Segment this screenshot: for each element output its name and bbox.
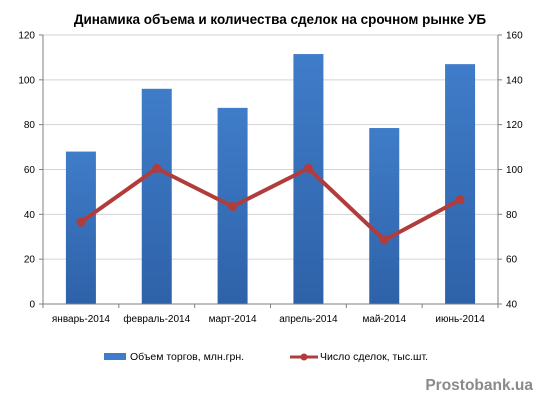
right-tick-label: 160 [506, 31, 523, 42]
legend-bar-label: Объем торгов, млн.грн. [130, 351, 244, 363]
right-axis-ticks: 40 60 80 100 120 140 160 [506, 31, 523, 311]
x-tick-label: январь-2014 [52, 314, 110, 325]
chart-title: Динамика объема и количества сделок на с… [74, 12, 487, 27]
left-tick-label: 40 [24, 210, 36, 221]
line-point [455, 195, 465, 205]
bar [65, 151, 96, 304]
x-axis-ticks: январь-2014 февраль-2014 март-2014 апрель-2… [52, 313, 485, 325]
x-tick-label: июнь-2014 [435, 314, 485, 325]
left-tick-label: 60 [24, 165, 36, 176]
left-tick-label: 20 [24, 255, 36, 266]
left-axis-ticks: 0 20 40 60 80 100 120 [18, 31, 35, 311]
line-series [76, 163, 465, 245]
right-tick-label: 80 [506, 210, 518, 221]
right-tick-label: 120 [506, 120, 523, 131]
line-point [228, 201, 238, 211]
series-line [79, 166, 462, 243]
legend: Объем торгов, млн.грн. Число сделок, тыс… [104, 351, 428, 363]
x-tick-label: март-2014 [209, 314, 257, 325]
left-tick-label: 80 [24, 120, 36, 131]
right-tick-label: 60 [506, 255, 518, 266]
watermark: Prostobank.ua [425, 377, 533, 394]
legend-line-label: Число сделок, тыс.шт. [320, 351, 428, 363]
bar [369, 128, 400, 304]
axes [39, 34, 502, 308]
x-tick-label: май-2014 [362, 314, 406, 325]
bar-series [65, 54, 476, 305]
line-point [379, 235, 389, 245]
right-tick-label: 40 [506, 300, 518, 311]
left-tick-label: 0 [29, 300, 35, 311]
left-tick-label: 120 [18, 31, 35, 42]
left-tick-label: 100 [18, 75, 35, 86]
gridlines [43, 34, 498, 260]
right-tick-label: 100 [506, 165, 523, 176]
x-tick-label: апрель-2014 [279, 314, 338, 325]
legend-bar-swatch [104, 353, 126, 360]
line-point [76, 217, 86, 227]
line-point [303, 163, 313, 173]
line-point [152, 163, 162, 173]
bar [445, 64, 476, 305]
bar [141, 88, 172, 304]
x-tick-label: февраль-2014 [123, 313, 190, 325]
right-tick-label: 140 [506, 75, 523, 86]
legend-line-marker [300, 353, 308, 361]
